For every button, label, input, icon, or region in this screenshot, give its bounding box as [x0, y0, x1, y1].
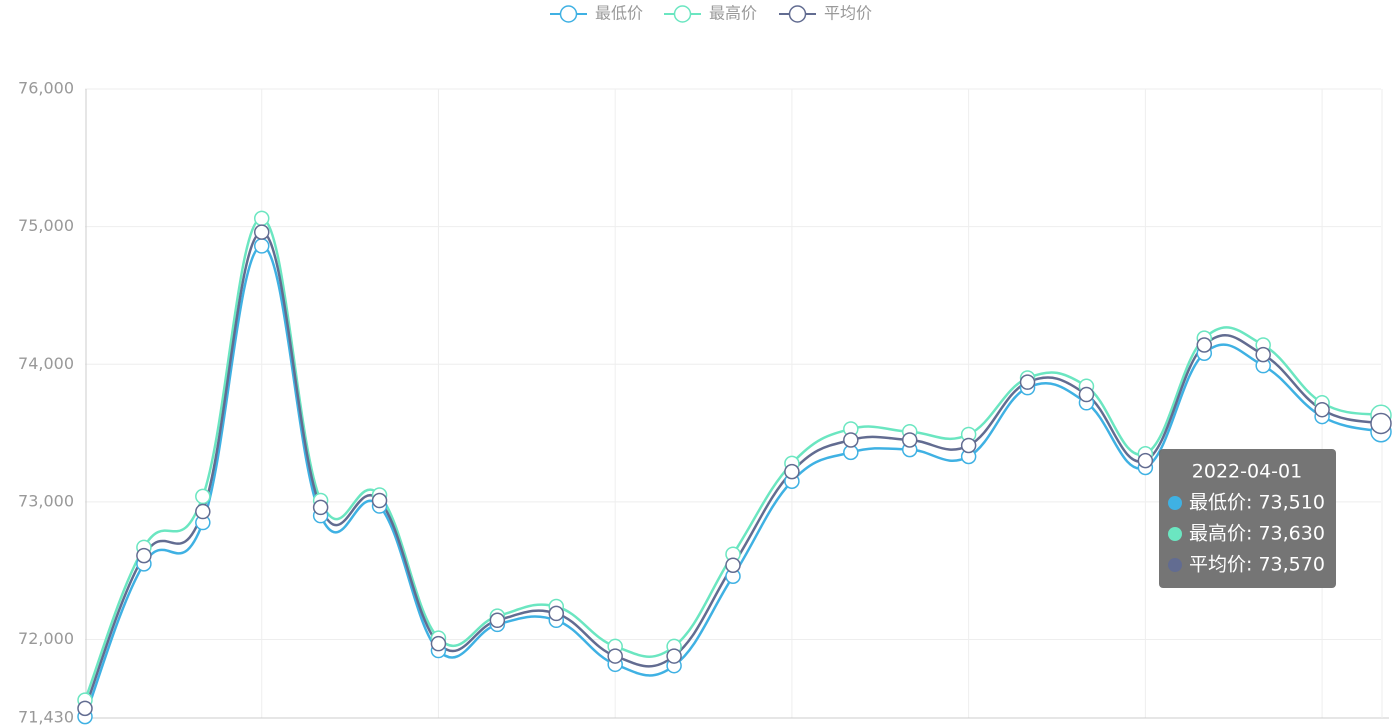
tooltip-title: 2022-04-01 — [1192, 461, 1302, 483]
data-point[interactable] — [253, 224, 270, 240]
data-point[interactable] — [1370, 412, 1392, 435]
data-point[interactable] — [1137, 452, 1154, 469]
lines — [77, 210, 1392, 725]
y-tick-label: 76,000 — [18, 79, 74, 98]
data-point[interactable] — [548, 605, 565, 622]
legend-marker[interactable] — [673, 5, 692, 23]
data-point[interactable] — [843, 432, 859, 448]
tooltip-row: 最高价: 73,630 — [1189, 523, 1325, 545]
data-point[interactable] — [195, 488, 211, 505]
tooltip-row: 最低价: 73,510 — [1189, 492, 1325, 514]
data-point[interactable] — [1196, 337, 1213, 353]
tooltip-dot — [1168, 496, 1182, 510]
data-point[interactable] — [1314, 401, 1330, 418]
data-point[interactable] — [1078, 386, 1095, 403]
y-tick-label: 71,430 — [18, 708, 74, 727]
data-point[interactable] — [430, 635, 447, 652]
data-point[interactable] — [666, 648, 682, 664]
data-point[interactable] — [253, 238, 270, 254]
data-point[interactable] — [607, 648, 623, 664]
data-point[interactable] — [312, 499, 329, 516]
grid: 71,430 72,000 73,000 74,000 75,000 76,000 — [18, 79, 1389, 727]
data-point[interactable] — [1255, 346, 1271, 363]
legend-label[interactable]: 平均价 — [824, 4, 872, 23]
data-point[interactable] — [1019, 374, 1036, 390]
data-point[interactable] — [136, 547, 152, 564]
data-point[interactable] — [901, 432, 918, 448]
data-point[interactable] — [77, 700, 93, 717]
legend-marker[interactable] — [559, 5, 578, 23]
data-point[interactable] — [253, 210, 270, 227]
tooltip-box — [1159, 449, 1336, 588]
tooltip-dot — [1168, 558, 1182, 572]
data-point[interactable] — [371, 492, 388, 509]
data-point[interactable] — [784, 463, 800, 480]
legend: 最低价 最高价 平均价 — [550, 4, 872, 23]
legend-label[interactable]: 最高价 — [709, 4, 757, 23]
data-point[interactable] — [960, 437, 977, 454]
y-tick-label: 72,000 — [18, 629, 74, 648]
data-point[interactable] — [489, 612, 506, 629]
y-tick-label: 74,000 — [18, 354, 74, 373]
tooltip-row: 平均价: 73,570 — [1189, 554, 1325, 576]
legend-marker[interactable] — [788, 5, 807, 23]
y-tick-label: 73,000 — [18, 491, 74, 510]
tooltip: 2022-04-01 最低价: 73,510 最高价: 73,630 平均价: 73… — [1159, 449, 1336, 588]
tooltip-dot — [1168, 527, 1182, 541]
data-point[interactable] — [725, 557, 741, 573]
data-point[interactable] — [195, 503, 211, 520]
legend-label[interactable]: 最低价 — [595, 4, 643, 23]
y-tick-label: 75,000 — [18, 216, 74, 235]
